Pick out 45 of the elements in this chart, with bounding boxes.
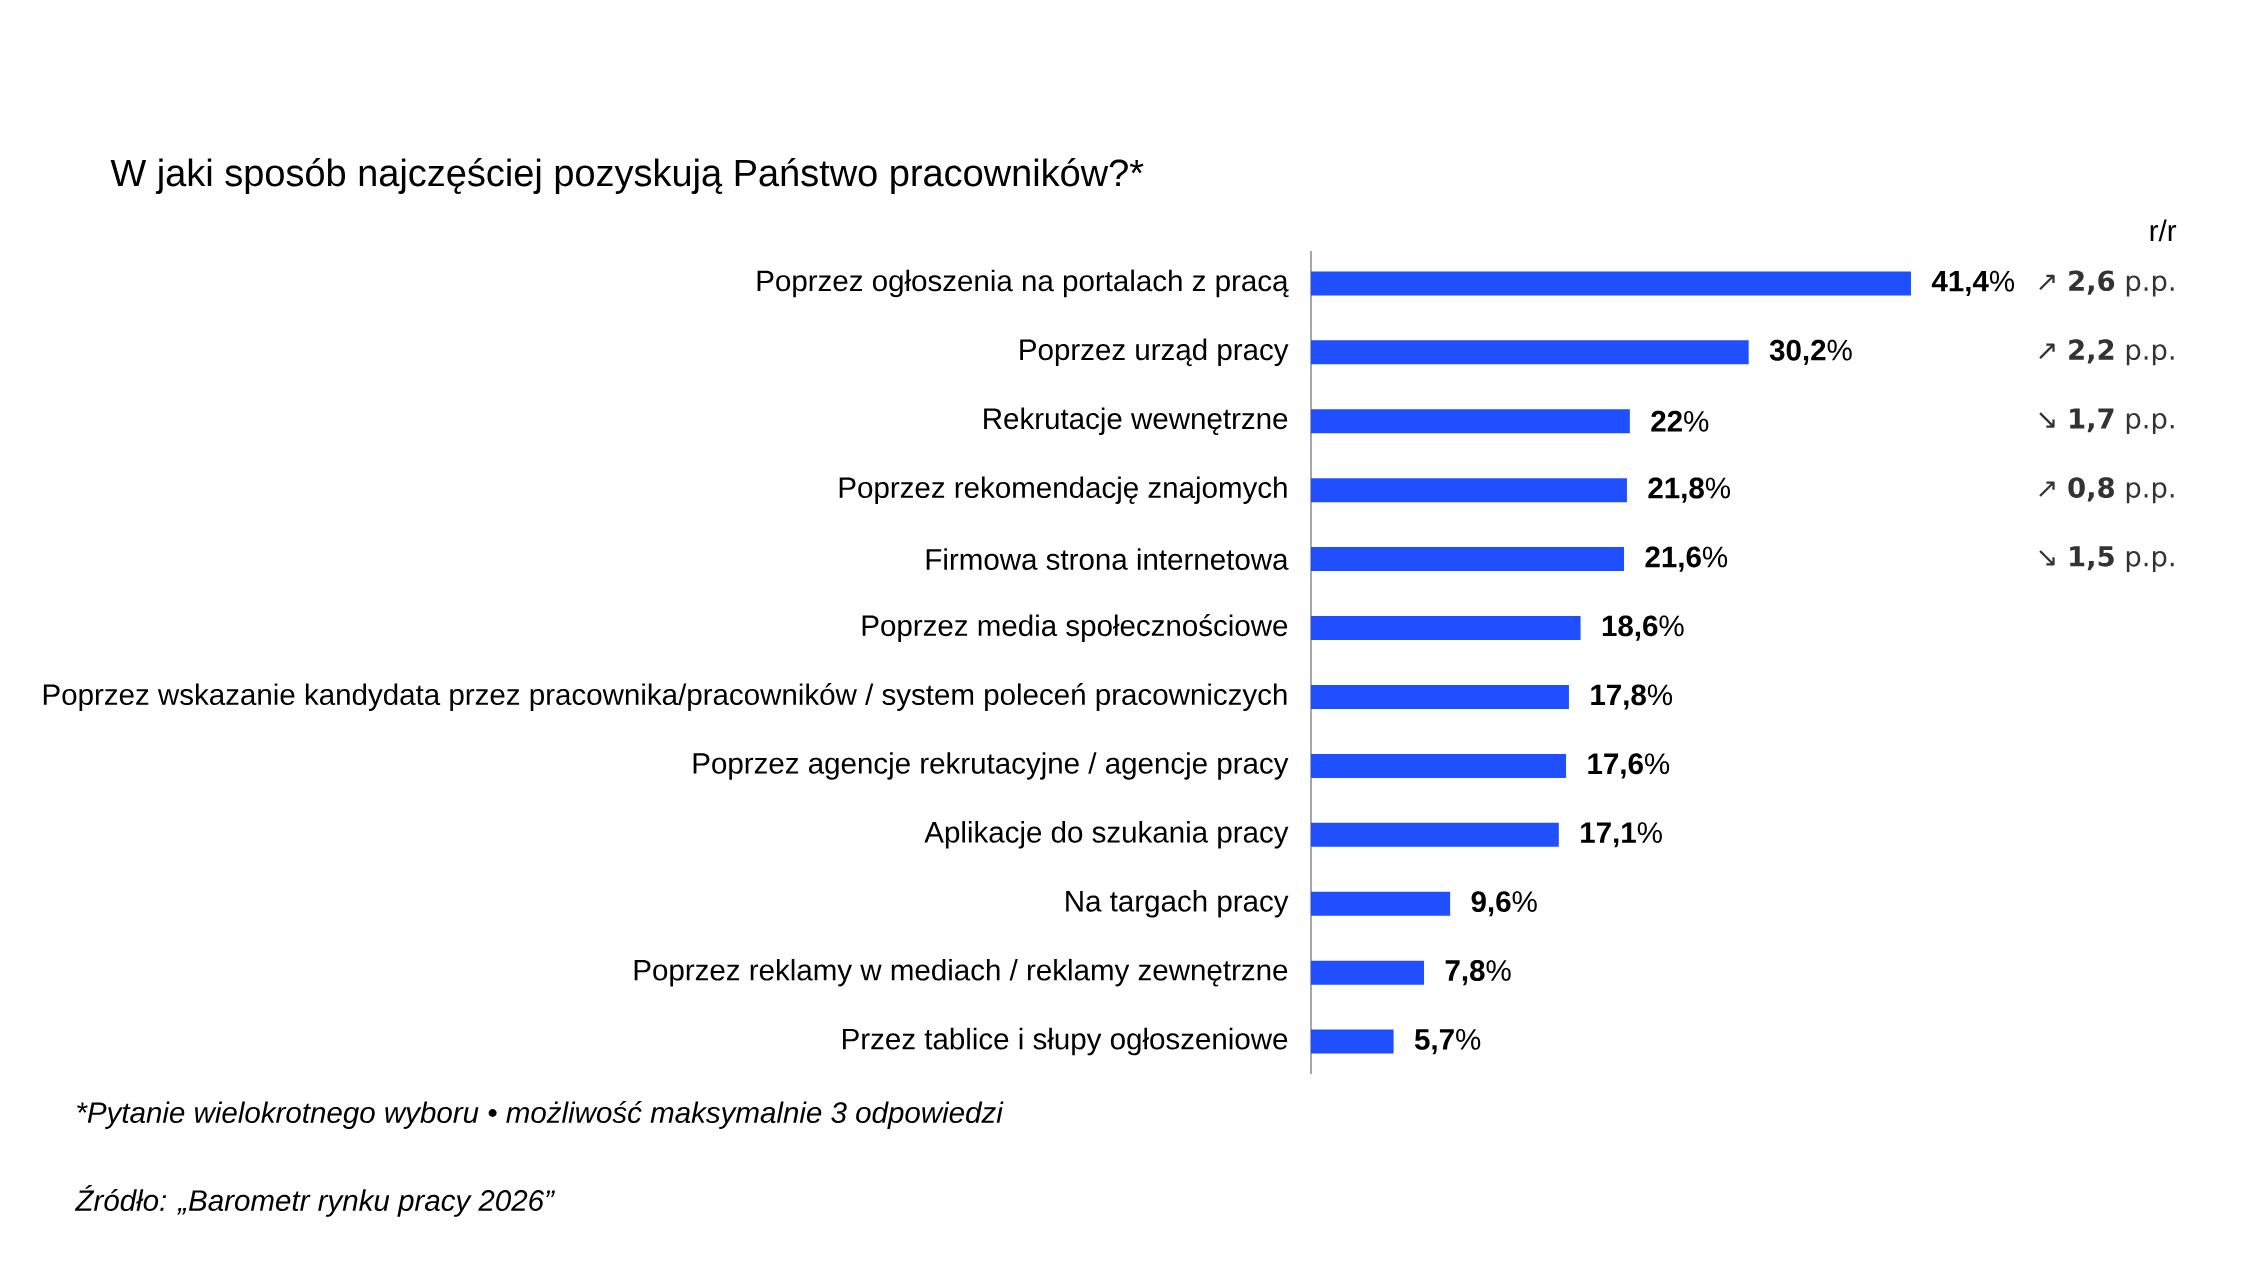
text: r/r <box>2150 219 2177 242</box>
bar <box>1310 478 1627 503</box>
text: W jaki sposób najczęściej pozyskują Państwo pracowników?* <box>110 158 1144 194</box>
bar <box>1310 960 1425 985</box>
text: *Pytanie wielokrotnego wyboru • możliwość maksymalnie 3 odpowiedzi <box>77 1101 1004 1129</box>
data-label: 21,8% <box>1648 477 1730 503</box>
y-tick-label: Firmowa strona internetowa <box>926 548 1289 570</box>
y-tick-label: Na targach pracy <box>1066 890 1289 918</box>
bar <box>1310 891 1451 916</box>
y-tick-label: Poprzez rekomendację znajomych <box>839 476 1287 504</box>
y-tick-label: Poprzez ogłoszenia na portalach z pracą <box>757 269 1289 298</box>
data-label: 21,6% <box>1645 546 1728 572</box>
bar <box>1310 271 1911 296</box>
bar <box>1310 340 1749 365</box>
bar <box>1310 684 1569 709</box>
bar <box>1310 822 1559 847</box>
bar <box>1310 1029 1394 1054</box>
text: ↗ 0,8 p.p. <box>2039 477 2174 504</box>
y-tick-label: Poprzez reklamy w mediach / reklamy zewnętrzne <box>634 958 1288 987</box>
bar <box>1310 547 1625 572</box>
data-label: 41,4% <box>1931 270 2015 296</box>
data-label: 30,2% <box>1769 339 1852 365</box>
data-label: 18,6% <box>1602 615 1684 641</box>
data-label: 17,8% <box>1591 684 1673 710</box>
y-tick-label: Aplikacje do szukania pracy <box>924 821 1289 849</box>
y-tick-label: Poprzez media społecznościowe <box>862 614 1288 642</box>
y-tick-label: Poprzez agencje rekrutacyjne / agencje pracy <box>693 752 1289 780</box>
text: ↗ 2,6 p.p. <box>2039 270 2174 297</box>
data-label: 5,7% <box>1414 1029 1481 1055</box>
text: ↗ 2,2 p.p. <box>2039 339 2174 366</box>
y-tick-label: Poprzez wskazanie kandydata przez pracownika/pracowników / system poleceń pracowniczych <box>43 683 1287 711</box>
bar <box>1310 753 1567 778</box>
data-label: 7,8% <box>1445 960 1511 986</box>
data-label: 22% <box>1651 410 1709 432</box>
text: ↘ 1,7 p.p. <box>2039 408 2174 435</box>
text: ↘ 1,5 p.p. <box>2039 546 2174 572</box>
data-label: 9,6% <box>1471 891 1537 917</box>
data-label: 17,6% <box>1588 753 1670 779</box>
data-label: 17,1% <box>1581 822 1662 848</box>
text: Źródło: „Barometr rynku pracy 2026” <box>74 1185 555 1217</box>
bar <box>1310 616 1581 641</box>
y-tick-label: Rekrutacje wewnętrzne <box>984 407 1288 436</box>
y-tick-label: Poprzez urząd pracy <box>1020 338 1289 367</box>
bar <box>1310 409 1630 434</box>
y-tick-label: Przez tablice i słupy ogłoszeniowe <box>843 1027 1288 1056</box>
